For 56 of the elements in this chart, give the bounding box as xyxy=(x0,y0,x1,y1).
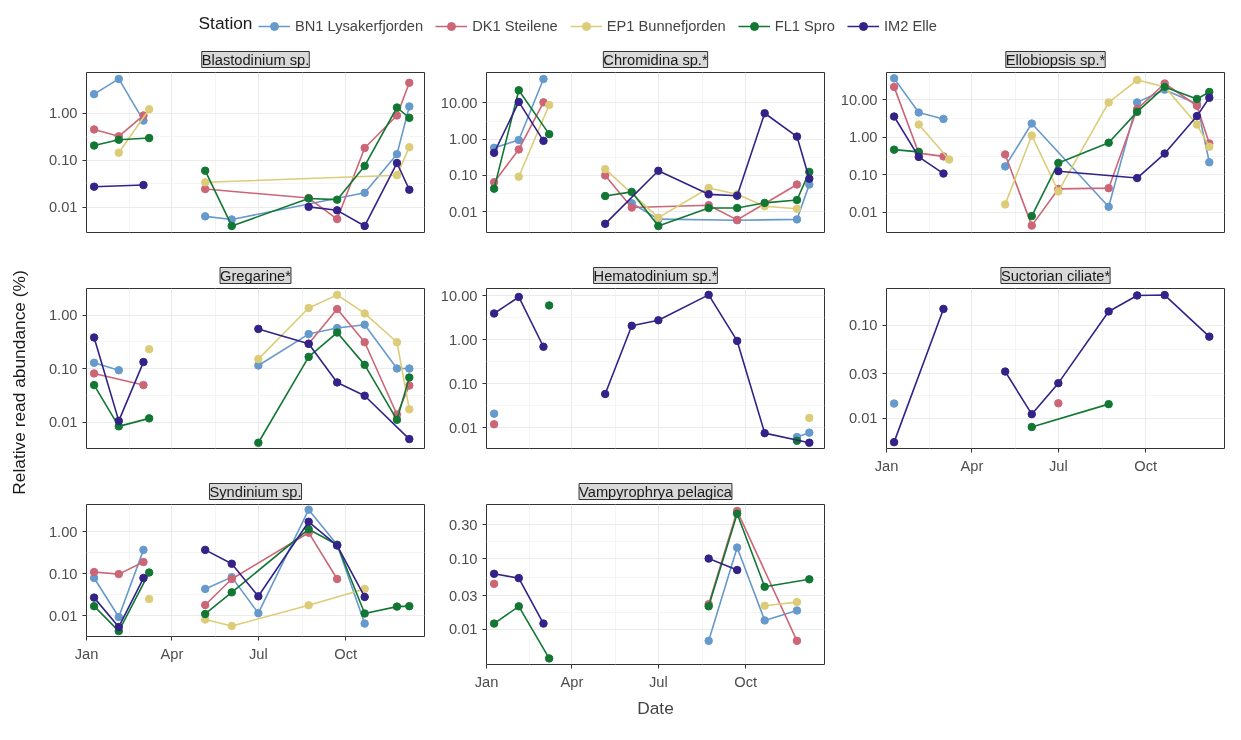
legend-label: IM2 Elle xyxy=(884,18,937,34)
legend-label: EP1 Bunnefjorden xyxy=(606,18,726,34)
y-tick-label: 1.00 xyxy=(448,331,478,348)
x-tick-label: Oct xyxy=(1134,457,1158,474)
x-tick-label: Apr xyxy=(560,673,584,690)
chart-title: Hematodinium sp.* xyxy=(593,267,718,284)
legend-label: FL1 Spro xyxy=(774,18,835,34)
x-axis-title: Date xyxy=(637,697,674,718)
y-tick-label: 0.01 xyxy=(448,419,478,436)
chart-title: Gregarine* xyxy=(220,267,292,284)
x-tick-label: Apr xyxy=(960,457,984,474)
y-tick-label: 0.10 xyxy=(48,565,78,582)
y-tick-label: 1.00 xyxy=(48,307,78,324)
y-tick-label: 1.00 xyxy=(448,131,478,148)
legend-label: DK1 Steilene xyxy=(472,18,558,34)
y-tick-label: 0.01 xyxy=(848,410,878,427)
y-tick-label: 0.10 xyxy=(848,166,878,183)
y-tick-label: 0.03 xyxy=(448,587,478,604)
chart-title: Blastodinium sp. xyxy=(201,51,310,68)
y-tick-label: 1.00 xyxy=(848,129,878,146)
x-tick-label: Jul xyxy=(1048,457,1068,474)
x-tick-label: Jan xyxy=(474,673,499,690)
legend-label: BN1 Lysakerfjorden xyxy=(295,18,424,34)
y-tick-label: 0.01 xyxy=(48,199,78,216)
chart-title: Vampyrophrya pelagica xyxy=(579,483,733,500)
y-tick-label: 0.10 xyxy=(48,360,78,377)
y-axis-title: Relative read abundance (%) xyxy=(8,270,29,495)
y-tick-label: 1.00 xyxy=(48,105,78,122)
x-tick-label: Jan xyxy=(74,645,99,662)
chart-title: Ellobiopsis sp.* xyxy=(1005,51,1106,68)
x-tick-label: Oct xyxy=(334,645,358,662)
x-tick-label: Apr xyxy=(160,645,184,662)
y-tick-label: 0.03 xyxy=(848,365,878,382)
x-tick-label: Jan xyxy=(874,457,899,474)
chart-title: Chromidina sp.* xyxy=(603,51,708,68)
chart-title: Syndinium sp. xyxy=(209,483,302,500)
y-tick-label: 0.10 xyxy=(448,550,478,567)
y-tick-label: 10.00 xyxy=(440,94,478,111)
y-tick-label: 1.00 xyxy=(48,523,78,540)
y-tick-label: 0.01 xyxy=(48,607,78,624)
y-tick-label: 10.00 xyxy=(440,287,478,304)
x-tick-label: Oct xyxy=(734,673,758,690)
y-tick-label: 0.10 xyxy=(448,375,478,392)
y-tick-label: 0.01 xyxy=(448,621,478,638)
y-tick-label: 0.10 xyxy=(848,317,878,334)
y-tick-label: 0.01 xyxy=(448,203,478,220)
x-tick-label: Jul xyxy=(248,645,268,662)
x-tick-label: Jul xyxy=(648,673,668,690)
y-tick-label: 0.10 xyxy=(448,167,478,184)
y-tick-label: 10.00 xyxy=(840,91,878,108)
y-tick-label: 0.30 xyxy=(448,516,478,533)
y-tick-label: 0.10 xyxy=(48,152,78,169)
y-tick-label: 0.01 xyxy=(848,204,878,221)
chart-title: Suctorian ciliate* xyxy=(1000,267,1111,284)
y-tick-label: 0.01 xyxy=(48,414,78,431)
legend-title: Station xyxy=(198,12,253,33)
